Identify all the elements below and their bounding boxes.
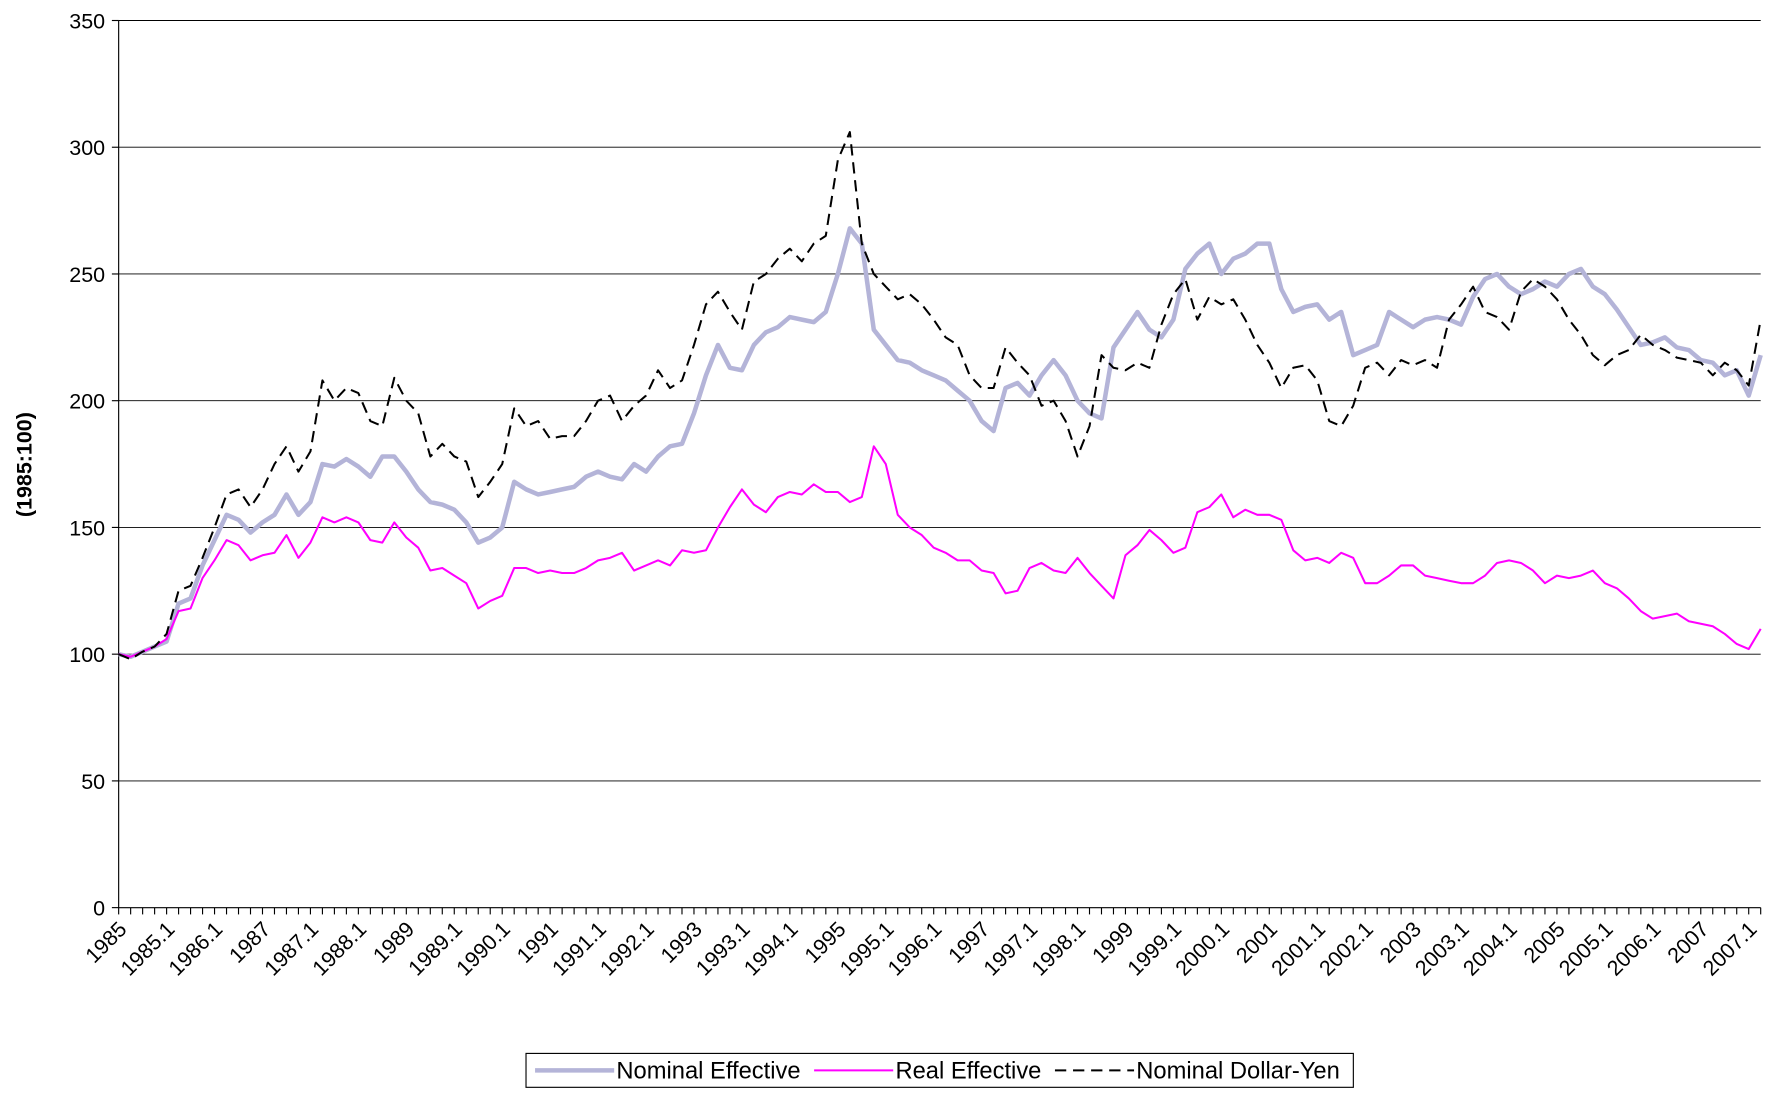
legend: Nominal Effective Real Effective Nominal D… <box>525 1052 1354 1088</box>
x-tick-label: 2000.1 <box>1171 917 1234 980</box>
legend-label: Real Effective <box>895 1058 1041 1084</box>
y-tick-label: 300 <box>69 136 105 160</box>
x-tick-label: 2007.1 <box>1698 917 1761 980</box>
legend-box <box>525 1052 1354 1088</box>
series-line <box>118 131 1762 661</box>
x-tick-label: 1990.1 <box>452 917 515 980</box>
x-tick-label: 1992.1 <box>595 917 658 980</box>
legend-label: Nominal Dollar-Yen <box>1136 1058 1339 1084</box>
series-line <box>118 226 1763 660</box>
x-tick-label: 1988.1 <box>308 917 371 980</box>
x-tick-label: 1994.1 <box>739 917 802 980</box>
y-tick-label: 100 <box>69 643 105 667</box>
y-tick-label: 50 <box>81 770 105 794</box>
y-tick-label: 200 <box>69 390 105 414</box>
legend-label: Nominal Effective <box>616 1058 800 1084</box>
x-tick-label: 1996.1 <box>883 917 946 980</box>
x-tick-label: 2006.1 <box>1602 917 1665 980</box>
series-line <box>118 445 1762 658</box>
y-tick-label: 150 <box>69 516 105 540</box>
x-tick-label: 2004.1 <box>1458 917 1521 980</box>
y-tick-label: 0 <box>93 897 105 921</box>
x-tick-label: 1998.1 <box>1027 917 1090 980</box>
y-axis-label: (1985:100) <box>13 412 37 517</box>
x-tick-label: 2002.1 <box>1315 917 1378 980</box>
y-tick-label: 350 <box>69 9 105 33</box>
y-tick-label: 250 <box>69 263 105 287</box>
x-tick-label: 1986.1 <box>164 917 227 980</box>
